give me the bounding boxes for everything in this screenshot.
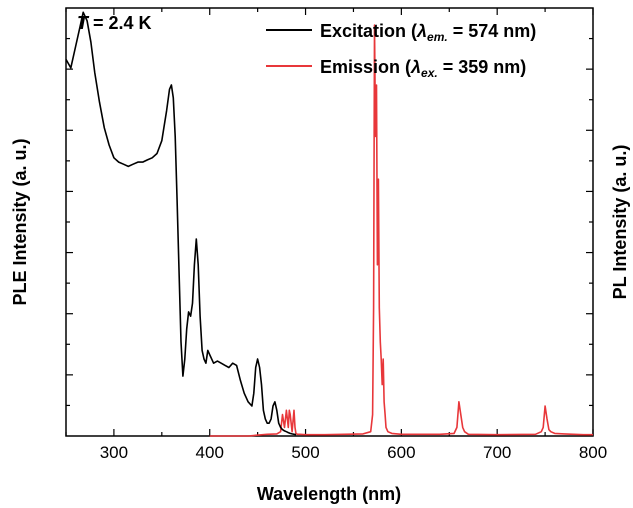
legend-emission-suffix: = 359 nm) — [438, 57, 527, 77]
legend-emission-symbol: λ — [410, 57, 421, 77]
temperature-annotation: T = 2.4 K — [77, 13, 152, 33]
temperature-value: = 2.4 K — [88, 13, 152, 33]
legend-label-emission: Emission (λex. = 359 nm) — [320, 57, 526, 80]
x-tick-label: 400 — [196, 443, 224, 462]
x-tick-label: 500 — [291, 443, 319, 462]
legend-excitation-subscript: em. — [427, 30, 448, 44]
x-tick-label: 600 — [387, 443, 415, 462]
legend-excitation-symbol: λ — [416, 21, 427, 41]
legend-excitation-suffix: = 574 nm) — [448, 21, 537, 41]
series-line-emission — [209, 24, 593, 437]
legend-emission-subscript: ex. — [421, 66, 438, 80]
series-group — [65, 11, 593, 437]
x-tick-labels: 300 400 500 600 700 800 — [100, 443, 607, 462]
series-line-excitation — [65, 11, 297, 436]
x-tick-label: 800 — [579, 443, 607, 462]
x-axis-label: Wavelength (nm) — [257, 484, 401, 504]
x-tick-label: 300 — [100, 443, 128, 462]
temperature-symbol: T — [77, 13, 90, 33]
legend-emission-prefix: Emission ( — [320, 57, 411, 77]
legend-label-excitation: Excitation (λem. = 574 nm) — [320, 21, 536, 44]
x-tick-label: 700 — [483, 443, 511, 462]
legend-excitation-prefix: Excitation ( — [320, 21, 417, 41]
legend: Excitation (λem. = 574 nm) Emission (λex… — [266, 21, 536, 80]
y-axis-label-right: PL Intensity (a. u.) — [610, 145, 630, 300]
y-axis-label-left: PLE Intensity (a. u.) — [10, 138, 30, 305]
